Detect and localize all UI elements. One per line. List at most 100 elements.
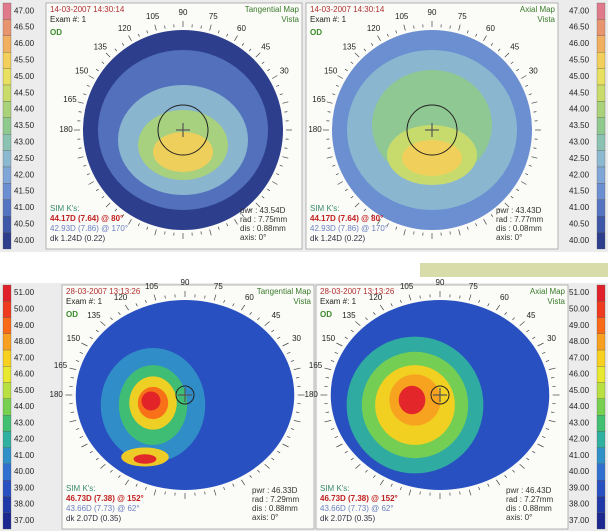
angle-tick [89,336,93,340]
sim-label: SIM K's: [320,484,350,493]
angle-tick [350,457,354,461]
map-type: Tangential Map [245,5,300,14]
angle-tick [510,195,514,199]
scale-swatch [596,166,606,184]
angle-tick [395,30,398,34]
angle-tick [403,24,406,31]
angle-tick [542,351,546,354]
angle-label: 75 [469,282,478,291]
scale-swatch [596,366,606,383]
eye: OD [50,28,62,37]
angle-tick [344,336,348,340]
scale-label: 45.00 [569,386,590,395]
angle-tick [350,195,354,199]
angle-label: 45 [510,42,519,51]
scale-swatch [2,216,12,233]
angle-label: 135 [94,42,108,51]
angle-tick [497,48,501,52]
scale-swatch [2,183,12,200]
angle-tick [290,360,295,362]
angle-tick [487,483,490,487]
angle-label: 60 [237,24,246,33]
angle-tick [105,52,111,58]
angle-tick [83,93,87,96]
angle-label: 90 [436,278,445,287]
angle-label: 150 [67,334,81,343]
angle-tick [332,93,336,96]
angle-tick [118,312,121,315]
angle-tick [395,226,398,230]
angle-tick [69,420,77,423]
angle-tick [217,226,220,230]
scale-swatch [2,284,12,302]
angle-label: 150 [324,67,338,76]
brand: Vista [537,15,555,24]
scale-label: 47.00 [14,6,35,15]
scale-label: 41.50 [14,187,35,196]
scale-swatch [596,382,606,400]
angle-tick [81,443,88,448]
angle-tick [209,24,212,31]
angle-tick [330,360,335,362]
angle-label: 165 [63,95,77,104]
angle-tick [334,351,338,354]
exam-number: Exam #: 1 [320,297,357,306]
angle-tick [95,329,99,333]
sim-k2: 43.66D (7.73) @ 62° [320,504,394,513]
angle-tick [241,479,246,486]
scale-swatch [596,431,606,448]
angle-tick [284,111,288,113]
angle-tick [344,68,348,72]
scale-label: 45.00 [14,386,35,395]
angle-tick [475,33,478,37]
angle-tick [78,111,82,113]
angle-tick [528,164,532,167]
scale-swatch [596,480,606,497]
angle-label: 90 [428,8,437,17]
angle-tick [487,303,490,307]
scale-label: 42.00 [569,170,590,179]
angle-tick [466,30,469,34]
angle-tick [355,321,361,326]
angle-tick [144,299,147,304]
scale-swatch [2,480,12,497]
center-ring [430,385,450,405]
angle-label: 60 [486,24,495,33]
angle-tick [261,61,265,65]
angle-label: 150 [322,334,336,343]
info-pwr: pwr : 46.33D [252,486,298,495]
angle-tick [154,24,157,31]
angle-tick [390,483,393,487]
scale-label: 41.00 [14,203,35,212]
sim-dk: dk 1.24D (0.22) [50,234,105,243]
angle-label: 45 [261,42,270,51]
info-dis: dis : 0.88mm [506,504,552,513]
angle-tick [363,208,367,212]
angle-tick [204,295,206,299]
scale-swatch [596,447,606,465]
angle-tick [449,25,451,29]
scale-label: 46.00 [569,370,590,379]
angle-label: 165 [309,361,323,370]
sim-k1: 46.73D (7.38) @ 152° [320,494,398,503]
angle-tick [124,479,129,486]
angle-label: 90 [179,8,188,17]
angle-label: 105 [145,282,159,291]
scale-swatch [596,35,606,53]
scale-swatch [596,150,606,168]
angle-tick [504,202,510,208]
exam-number: Exam #: 1 [66,297,103,306]
angle-tick [519,321,525,326]
angle-tick [135,303,138,307]
angle-tick [144,486,147,491]
sim-k2: 43.66D (7.73) @ 62° [66,504,140,513]
center-ring [406,104,458,156]
scale-label: 44.50 [14,88,35,97]
scale-label: 37.00 [569,516,590,525]
scale-swatch [2,199,12,217]
scale-label: 38.00 [14,500,35,509]
scale-swatch [596,199,606,217]
angle-tick [276,84,280,87]
angle-tick [324,367,332,370]
angle-tick [373,475,376,478]
